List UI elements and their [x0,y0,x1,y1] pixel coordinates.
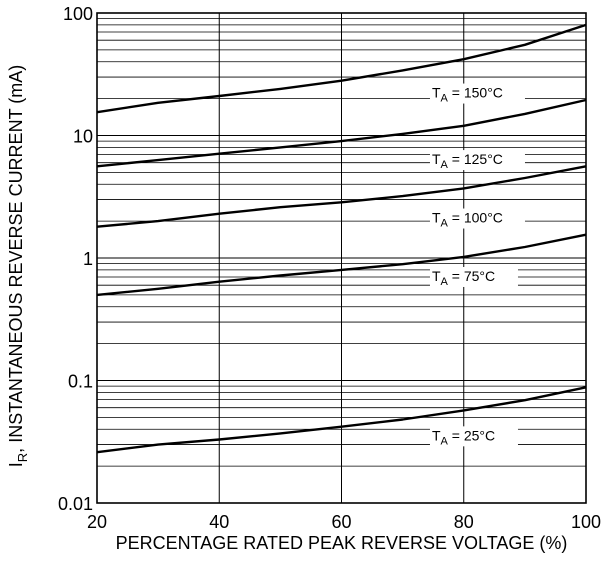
x-tick-label: 100 [571,512,601,532]
series-label-bg [429,266,518,287]
series-label-bg [429,150,525,171]
y-axis-label: IR, INSTANTANEOUS REVERSE CURRENT (mA) [6,65,30,467]
x-tick-label: 40 [209,512,229,532]
series-label: TA = 125°C [432,151,503,171]
series-label: TA = 75°C [432,268,495,288]
series-label: TA = 150°C [432,85,503,105]
series-label-bg [429,208,525,229]
x-tick-label: 80 [454,512,474,532]
series-line-25C [96,386,587,454]
series-line-100C [96,165,587,228]
plot-frame [96,12,587,504]
y-tick-label: 0.1 [68,372,93,392]
series-line-125C [96,98,587,168]
y-tick-label: 0.01 [58,494,93,514]
x-axis-label: PERCENTAGE RATED PEAK REVERSE VOLTAGE (%… [116,533,568,553]
x-tick-label: 20 [87,512,107,532]
y-tick-label: 1 [83,249,93,269]
series-label: TA = 100°C [432,210,503,230]
series-label-bg [429,426,518,447]
series-line-150C [96,23,587,114]
x-tick-label: 60 [331,512,351,532]
y-tick-label: 10 [73,127,93,147]
series-line-75C [96,233,587,297]
series-label: TA = 25°C [432,427,495,447]
series-label-bg [429,83,525,104]
y-tick-label: 100 [63,4,93,24]
